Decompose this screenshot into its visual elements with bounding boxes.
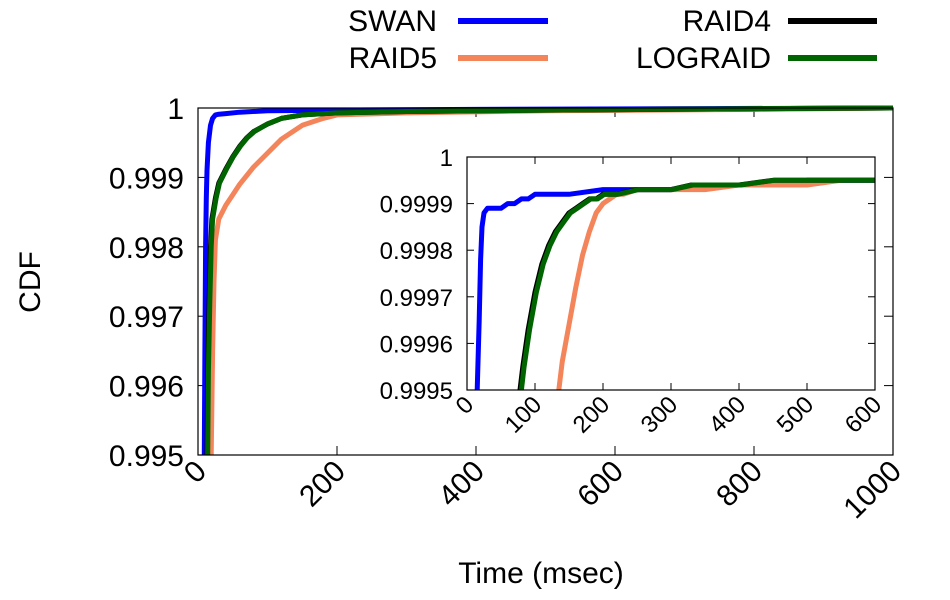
inset-series-lograid bbox=[518, 177, 875, 390]
inset-x-tick-label: 200 bbox=[568, 391, 615, 438]
legend-label-raid5: RAID5 bbox=[349, 42, 437, 75]
inset-y-tick-label: 0.9999 bbox=[380, 192, 453, 219]
inset-y-tick-label: 0.9998 bbox=[380, 238, 453, 265]
inset-x-tick-label: 0 bbox=[451, 391, 480, 420]
inset-y-tick-label: 0.9997 bbox=[380, 285, 453, 312]
legend-label-lograid: LOGRAID bbox=[636, 42, 771, 75]
main-x-tick-label: 600 bbox=[571, 455, 630, 514]
inset-plot: 0 100 200 300 400 500 600 0.9995 0.9996 0.9997 0.9… bbox=[380, 145, 888, 439]
inset-y-tick-label: 0.9996 bbox=[380, 331, 453, 358]
main-y-tick-label: 0.998 bbox=[109, 232, 184, 265]
inset-y-tick-label: 0.9995 bbox=[380, 378, 453, 405]
x-axis-label: Time (msec) bbox=[458, 557, 624, 590]
main-x-tick-label: 400 bbox=[432, 455, 491, 514]
main-frame bbox=[197, 107, 894, 456]
main-y-tick-label: 0.995 bbox=[109, 440, 184, 473]
inset-x-tick-label: 600 bbox=[840, 391, 887, 438]
inset-x-tick-label: 500 bbox=[772, 391, 819, 438]
main-y-tick-label: 1 bbox=[167, 93, 184, 126]
inset-x-tick-label: 100 bbox=[500, 391, 547, 438]
main-series-group bbox=[201, 105, 893, 455]
inset-series-group bbox=[474, 177, 875, 390]
main-series-lograid bbox=[205, 105, 893, 455]
legend-label-raid4: RAID4 bbox=[683, 5, 771, 38]
legend-label-swan: SWAN bbox=[348, 5, 437, 38]
main-y-tick-label: 0.996 bbox=[109, 371, 184, 404]
inset-x-tick-label: 300 bbox=[636, 391, 683, 438]
main-series-swan bbox=[201, 105, 893, 455]
inset-frame bbox=[466, 156, 876, 391]
main-x-tick-label: 200 bbox=[293, 455, 352, 514]
legend: SWAN RAID4 RAID5 LOGRAID bbox=[348, 5, 877, 75]
main-y-tick-label: 0.997 bbox=[109, 301, 184, 334]
inset-y-tick-label: 1 bbox=[440, 145, 453, 172]
inset-x-tick-label: 400 bbox=[704, 391, 751, 438]
main-x-tick-label: 1000 bbox=[837, 455, 908, 526]
main-x-tick-label: 800 bbox=[710, 455, 769, 514]
y-axis-label: CDF bbox=[14, 251, 47, 313]
main-y-tick-label: 0.999 bbox=[109, 162, 184, 195]
